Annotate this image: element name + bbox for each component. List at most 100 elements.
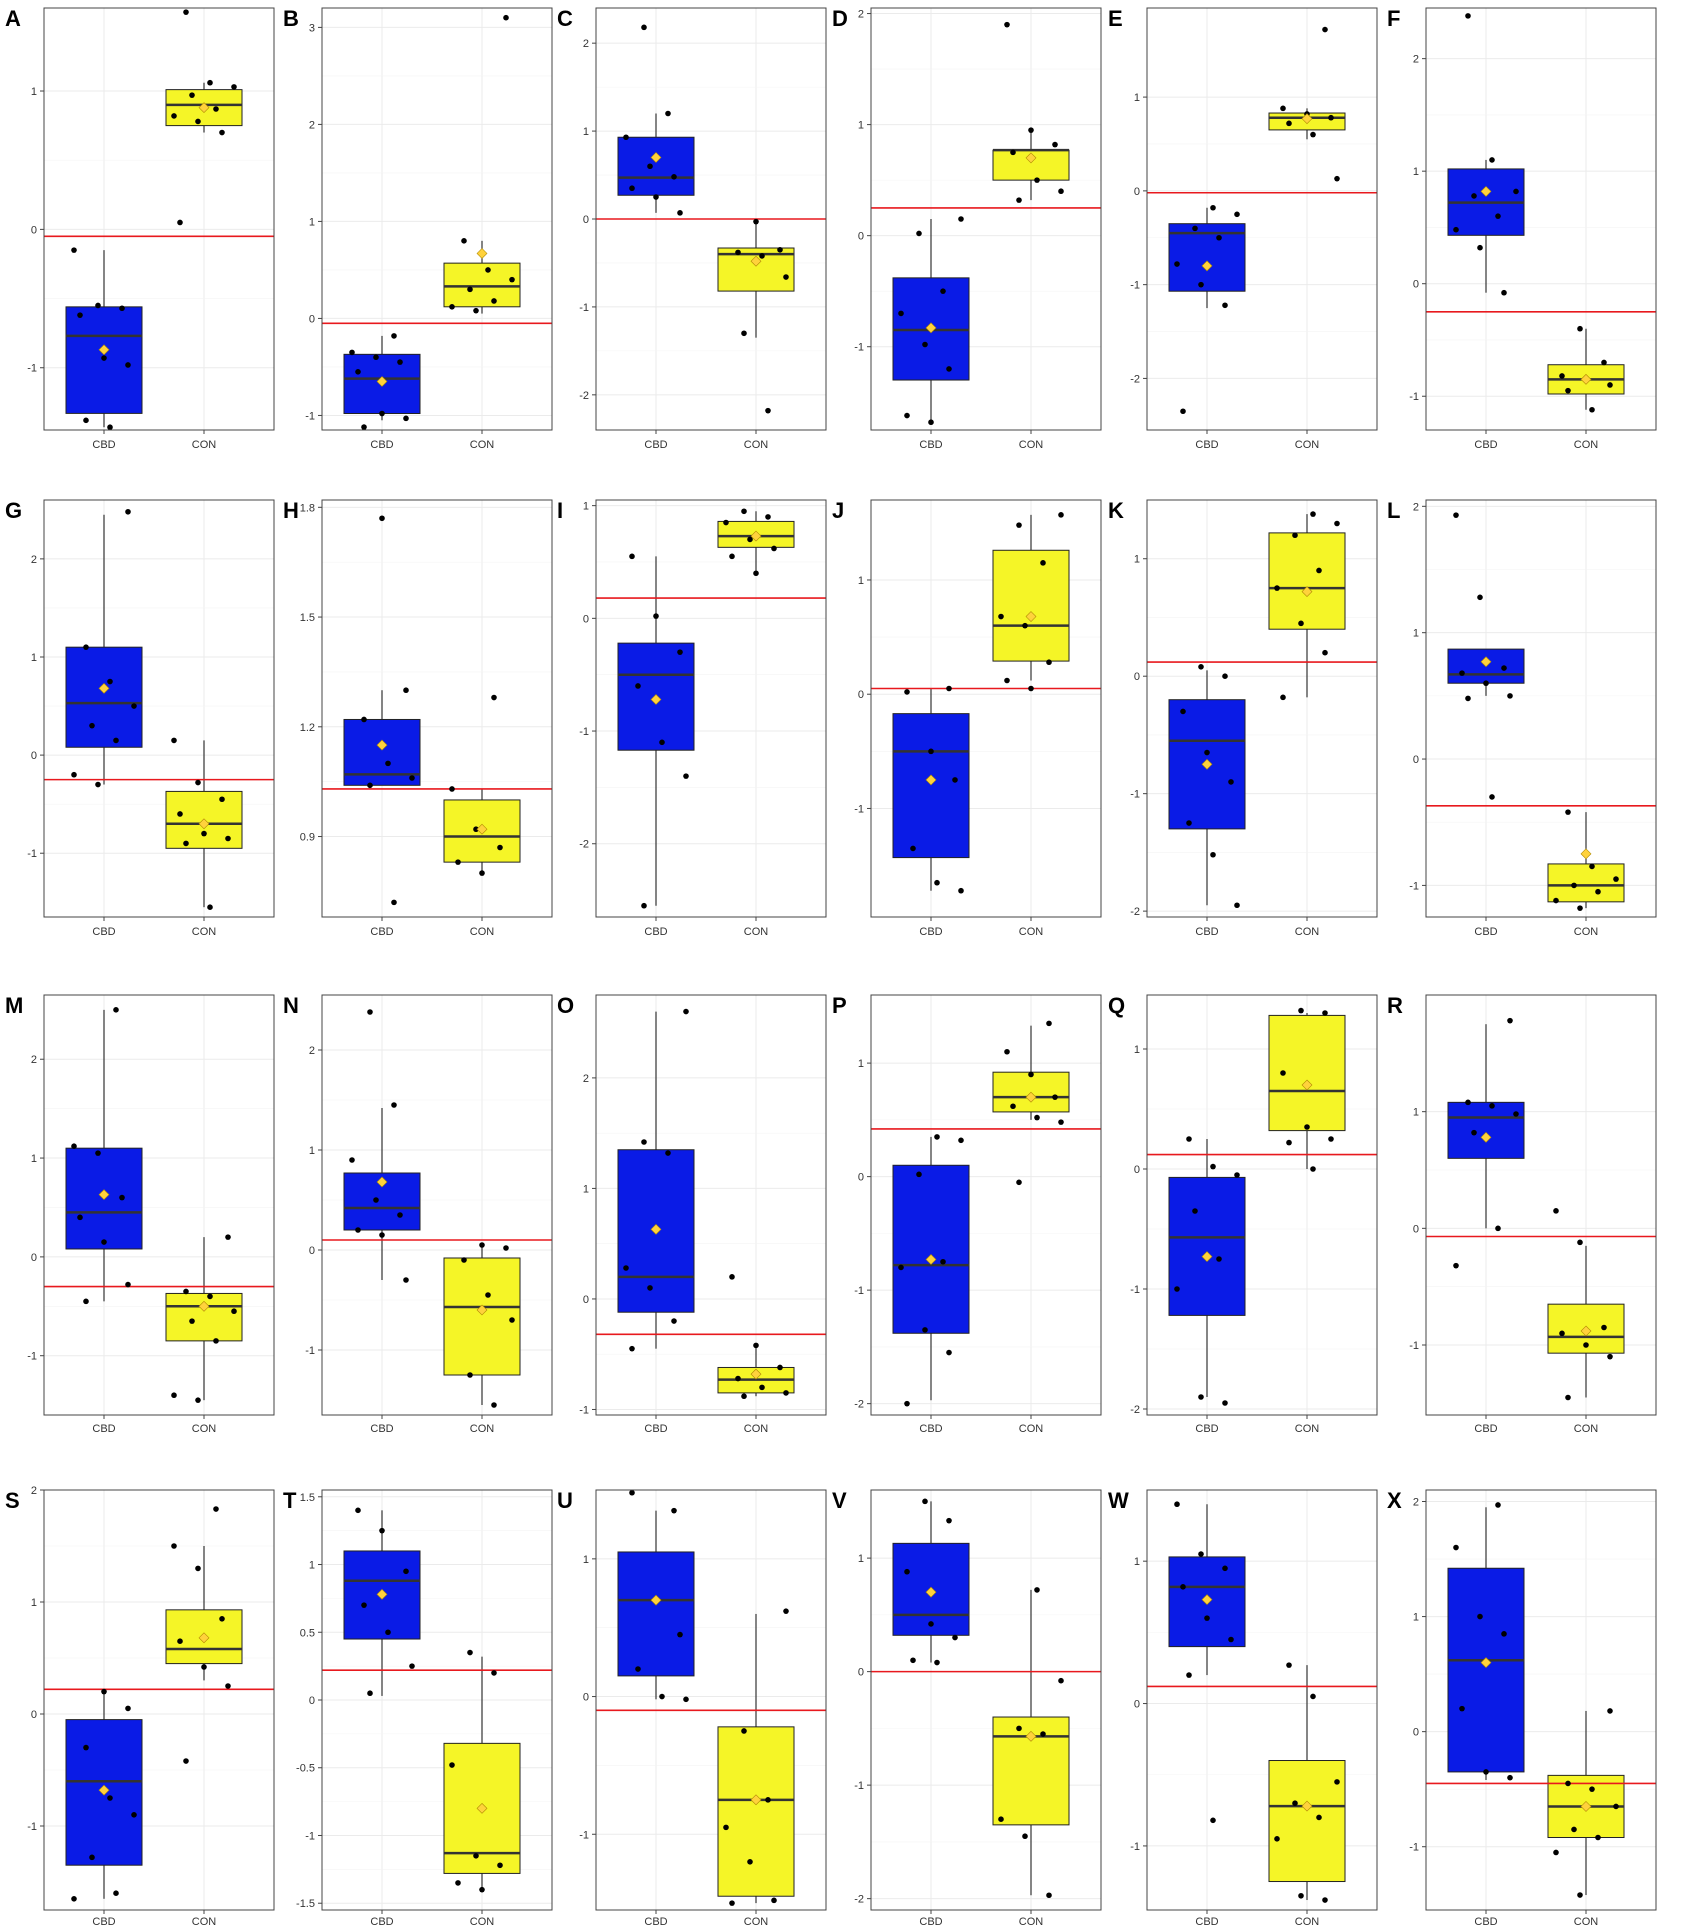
data-point — [671, 1507, 677, 1514]
data-point — [207, 1293, 213, 1300]
y-tick-label: 2 — [583, 38, 589, 50]
category-label: CBD — [370, 1916, 393, 1928]
data-point — [629, 1489, 635, 1496]
data-point — [183, 1758, 189, 1764]
data-point — [783, 274, 789, 280]
panel-border — [1425, 7, 1657, 431]
mean-marker — [925, 774, 937, 786]
y-tick-label: 1 — [309, 1560, 315, 1572]
data-point — [1222, 1565, 1228, 1572]
category-label: CON — [1019, 926, 1044, 938]
panel-letter: B — [283, 6, 299, 31]
data-point — [1052, 1094, 1058, 1100]
data-point — [916, 1171, 922, 1178]
iqr-box — [443, 262, 521, 308]
panel-letter: P — [832, 993, 847, 1018]
mean-marker — [750, 255, 762, 267]
data-point — [1274, 585, 1280, 591]
data-point — [403, 1568, 409, 1575]
y-tick-label: -2 — [1130, 1404, 1140, 1416]
data-point — [723, 1824, 729, 1831]
panel-letter: S — [5, 1488, 20, 1513]
data-point — [1234, 902, 1240, 909]
mean-marker — [925, 322, 937, 334]
data-point — [1228, 1636, 1234, 1643]
data-point — [213, 106, 219, 112]
data-point — [373, 1197, 379, 1203]
data-point — [497, 844, 503, 851]
data-point — [653, 613, 659, 619]
iqr-box — [717, 1726, 795, 1897]
mean-marker — [1301, 1800, 1313, 1812]
category-label: CON — [744, 439, 769, 451]
data-point — [1286, 120, 1292, 127]
y-tick-label: 1.5 — [300, 612, 315, 624]
data-point — [1004, 21, 1010, 28]
data-point — [1607, 382, 1613, 388]
data-point — [958, 887, 964, 894]
y-tick-label: 1 — [1134, 1044, 1140, 1056]
data-point — [131, 703, 137, 709]
data-point — [1028, 685, 1034, 692]
y-tick-label: -1 — [27, 363, 37, 375]
category-label: CON — [1019, 439, 1044, 451]
data-point — [355, 1507, 361, 1514]
data-point — [479, 1242, 485, 1248]
data-point — [349, 1157, 355, 1163]
mean-marker — [198, 1632, 210, 1644]
data-point — [1495, 213, 1501, 219]
data-point — [1613, 876, 1619, 882]
y-tick-label: 3 — [309, 22, 315, 34]
data-point — [1274, 1836, 1280, 1842]
data-point — [898, 1264, 904, 1271]
panel-T: T -1.5 -1 -0.5 0 0.5 1 1.5 CBD CON — [283, 1488, 553, 1928]
panel-letter: V — [832, 1488, 847, 1513]
data-point — [1058, 188, 1064, 195]
category-label: CON — [1295, 926, 1320, 938]
data-point — [671, 174, 677, 180]
data-point — [1601, 1324, 1607, 1331]
panel-border — [1146, 499, 1378, 918]
data-point — [491, 694, 497, 701]
iqr-box — [1168, 1556, 1246, 1648]
data-point — [479, 1886, 485, 1893]
box-con — [992, 514, 1070, 681]
data-point — [1198, 281, 1204, 288]
data-point — [946, 1517, 952, 1524]
data-point — [647, 163, 653, 170]
iqr-box — [443, 1257, 521, 1376]
data-point — [491, 1670, 497, 1676]
mean-marker — [198, 1300, 210, 1312]
y-tick-label: -1 — [579, 1829, 589, 1841]
y-tick-label: 1 — [1413, 1612, 1419, 1624]
data-point — [119, 305, 125, 312]
data-point — [385, 760, 391, 767]
data-point — [1198, 1394, 1204, 1400]
y-tick-label: -1 — [1409, 880, 1419, 892]
box-cbd — [1447, 159, 1525, 293]
data-point — [1280, 694, 1286, 701]
panel-M: M -1 0 1 2 CBD CON — [5, 993, 275, 1435]
data-point — [195, 1397, 201, 1403]
data-point — [1058, 1119, 1064, 1125]
mean-marker — [1025, 611, 1037, 622]
data-point — [1180, 1584, 1186, 1590]
y-tick-label: 0 — [309, 1695, 315, 1707]
panel-border — [43, 7, 275, 431]
data-point — [1577, 1239, 1583, 1246]
data-point — [1216, 234, 1222, 241]
data-point — [71, 771, 77, 778]
data-point — [1501, 665, 1507, 671]
data-point — [113, 1007, 119, 1013]
data-point — [1174, 1286, 1180, 1292]
iqr-box — [1268, 1760, 1346, 1883]
box-cbd — [65, 514, 143, 785]
data-point — [641, 902, 647, 909]
mean-marker — [750, 530, 762, 542]
data-point — [1565, 387, 1571, 394]
data-point — [1559, 1330, 1565, 1337]
data-point — [231, 1308, 237, 1315]
data-point — [1298, 620, 1304, 627]
y-tick-label: 1.8 — [300, 502, 315, 514]
y-tick-label: 1 — [1413, 166, 1419, 178]
